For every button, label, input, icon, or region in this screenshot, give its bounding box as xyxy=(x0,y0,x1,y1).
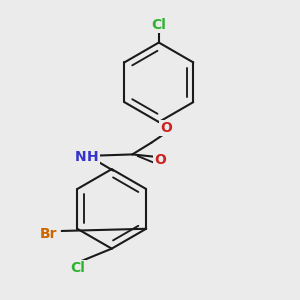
Text: Br: Br xyxy=(40,227,57,241)
Text: N: N xyxy=(75,150,87,164)
Text: O: O xyxy=(154,153,166,167)
Text: H: H xyxy=(87,150,98,164)
Text: Cl: Cl xyxy=(70,261,85,275)
Text: O: O xyxy=(160,121,172,135)
Text: Cl: Cl xyxy=(152,18,166,32)
